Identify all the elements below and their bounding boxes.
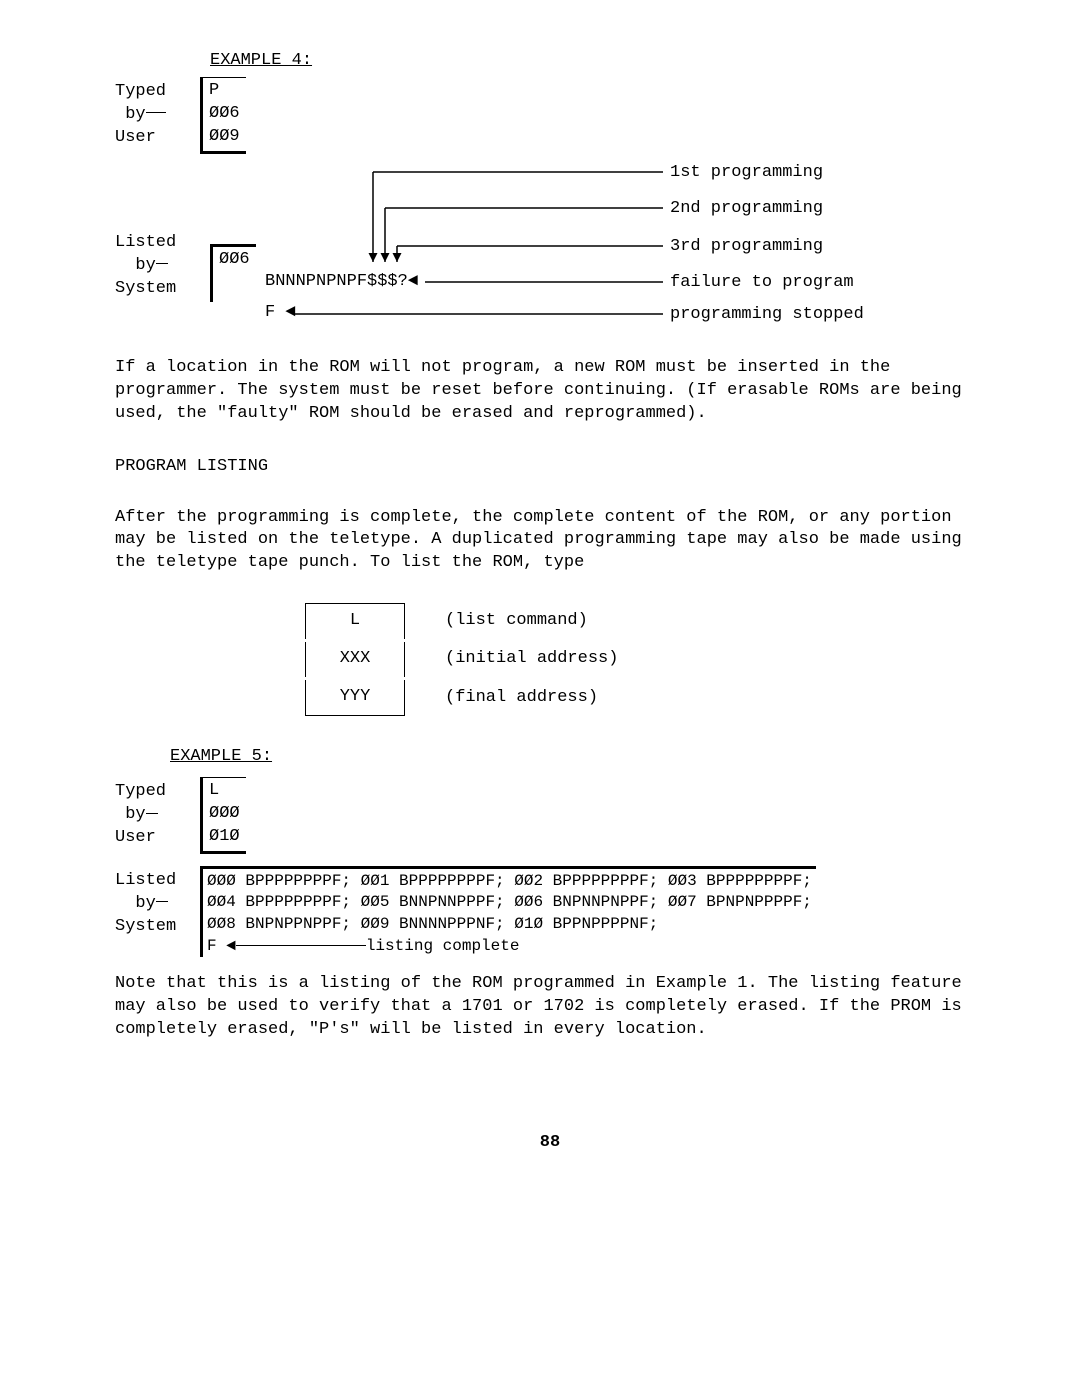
typed-p: P (209, 81, 219, 100)
typed-009: ØØ9 (209, 127, 240, 146)
paragraph-1: If a location in the ROM will not progra… (115, 357, 985, 426)
typed-by-user-label: Typed by User (115, 81, 200, 150)
ex5-listed-label: Listed by System (115, 866, 200, 939)
typed-box: P ØØ6 ØØ9 (200, 77, 246, 154)
typed-line1: Typed (115, 82, 166, 101)
typed-line3: User (115, 128, 156, 147)
ex5-listing-box: ØØØ BPPPPPPPPF; ØØ1 BPPPPPPPPF; ØØ2 BPPP… (200, 866, 816, 957)
typed-line2: by (125, 105, 145, 124)
example5-title: EXAMPLE 5: (170, 747, 272, 766)
ex5-typed-l3: User (115, 828, 156, 847)
paragraph-2: After the programming is complete, the c… (115, 507, 985, 576)
heading-program-listing: PROGRAM LISTING (115, 456, 985, 479)
listing-row: ØØØ BPPPPPPPPF; ØØ1 BPPPPPPPPF; ØØ2 BPPP… (207, 871, 812, 893)
ex5-typed-label: Typed by User (115, 781, 200, 850)
ex5-typed-000: ØØØ (209, 804, 240, 823)
listing-row: ØØ4 BPPPPPPPPF; ØØ5 BNNPNNPPPF; ØØ6 BNPN… (207, 892, 812, 914)
ex5-listed-l1: Listed (115, 871, 176, 890)
list-cmd-L: L (305, 603, 405, 639)
ex5-typed-L: L (209, 781, 219, 800)
list-cmd-label1: (list command) (445, 610, 588, 633)
typed-006: ØØ6 (209, 104, 240, 123)
ex5-typed-l1: Typed (115, 782, 166, 801)
ex5-typed-010: Ø1Ø (209, 827, 240, 846)
list-cmd-XXX: XXX (305, 642, 405, 677)
list-cmd-YYY: YYY (305, 680, 405, 716)
page-number: 88 (115, 1132, 985, 1155)
listing-row: ØØ8 BNPNPPNPPF; ØØ9 BNNNNPPPNF; Ø1Ø BPPN… (207, 914, 812, 936)
list-cmd-label2: (initial address) (445, 648, 618, 671)
ex5-typed-l2: by (125, 805, 145, 824)
example4-section: EXAMPLE 4: Typed by User P ØØ6 ØØ9 Liste… (115, 50, 985, 329)
example4-diagram: Listed by System ØØ6 BNNNPNPNPF$$$?◄ F ◄… (115, 154, 985, 329)
list-cmd-label3: (final address) (445, 687, 598, 710)
ex5-typed-box: L ØØØ Ø1Ø (200, 777, 246, 854)
ex5-final-row: F ◄listing complete (207, 936, 812, 958)
arrows-svg (115, 154, 985, 329)
paragraph-3: Note that this is a listing of the ROM p… (115, 973, 985, 1042)
list-command-box: L (list command) XXX (initial address) Y… (305, 603, 985, 716)
ex5-listed-l3: System (115, 917, 176, 936)
example4-title: EXAMPLE 4: (210, 51, 312, 70)
ex5-listed-l2: by (135, 894, 155, 913)
example5-section: EXAMPLE 5: Typed by User L ØØØ Ø1Ø Liste… (115, 746, 985, 957)
